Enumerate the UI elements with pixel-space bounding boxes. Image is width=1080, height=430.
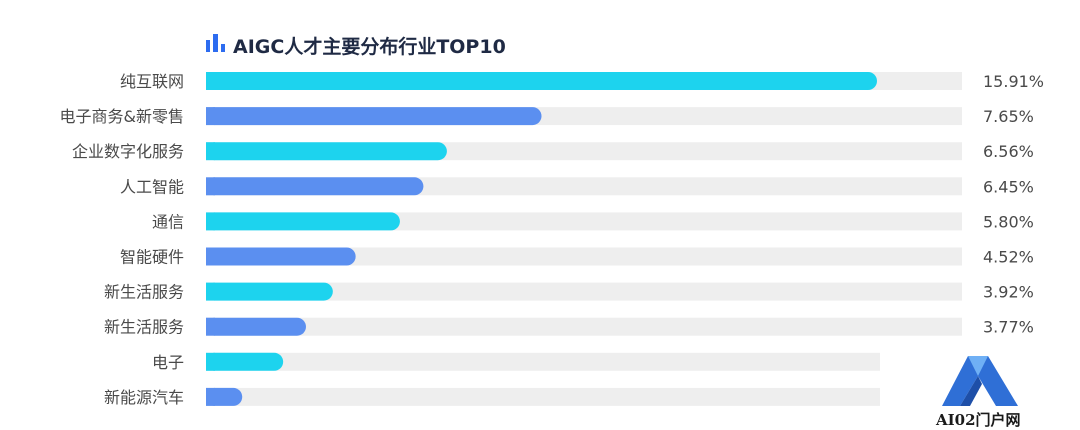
bar — [206, 352, 284, 371]
value-label: 3.92% — [983, 283, 1034, 302]
bar — [206, 212, 400, 231]
value-label: 15.91% — [983, 72, 1044, 91]
category-label: 人工智能 — [120, 177, 184, 196]
bar — [206, 177, 424, 196]
chart-title: AIGC人才主要分布行业TOP10 — [206, 34, 506, 58]
bar-track — [206, 387, 880, 406]
bar-square-end — [206, 142, 215, 161]
bar-track — [206, 317, 962, 336]
bar-square-end — [206, 212, 215, 231]
bar — [206, 107, 542, 126]
category-label: 电子 — [152, 353, 184, 372]
bar-track — [206, 247, 962, 266]
category-label: 通信 — [152, 212, 184, 231]
bar-chart-icon — [206, 34, 225, 52]
category-label: 电子商务&新零售 — [60, 107, 184, 126]
bar — [206, 317, 306, 336]
value-label: 3.77% — [983, 318, 1034, 337]
value-label: 5.80% — [983, 212, 1034, 231]
watermark: AI02门户网 — [880, 355, 1080, 430]
bars-group: 纯互联网 15.91% 电子商务&新零售 7.65% 企业数字化服务 6.56% 人工智能 6… — [60, 72, 1044, 407]
watermark-text: AI02门户网 — [935, 411, 1021, 429]
bar-square-end — [206, 317, 215, 336]
value-label: 7.65% — [983, 107, 1034, 126]
value-label: 4.52% — [983, 248, 1034, 267]
bar — [206, 72, 877, 90]
bar — [206, 142, 447, 161]
bar — [206, 387, 243, 406]
value-label: 6.45% — [983, 177, 1034, 196]
bar-square-end — [206, 107, 215, 126]
bar-track — [206, 282, 962, 301]
bar — [206, 247, 356, 266]
category-label: 智能硬件 — [120, 248, 184, 267]
bar — [206, 282, 333, 301]
bar-square-end — [206, 177, 215, 196]
bar-square-end — [206, 387, 215, 406]
bar-square-end — [206, 352, 215, 371]
title-text: AIGC人才主要分布行业TOP10 — [233, 35, 506, 58]
category-label: 新生活服务 — [104, 283, 184, 302]
category-label: 新生活服务 — [104, 318, 184, 337]
category-label: 新能源汽车 — [104, 388, 184, 407]
category-label: 纯互联网 — [120, 72, 184, 91]
category-label: 企业数字化服务 — [72, 142, 184, 161]
a-logo-icon — [942, 356, 1018, 406]
bar-square-end — [206, 247, 215, 266]
value-label: 6.56% — [983, 142, 1034, 161]
bar-track — [206, 352, 880, 371]
bar-square-end — [206, 282, 215, 301]
bar-square-end — [206, 72, 215, 90]
